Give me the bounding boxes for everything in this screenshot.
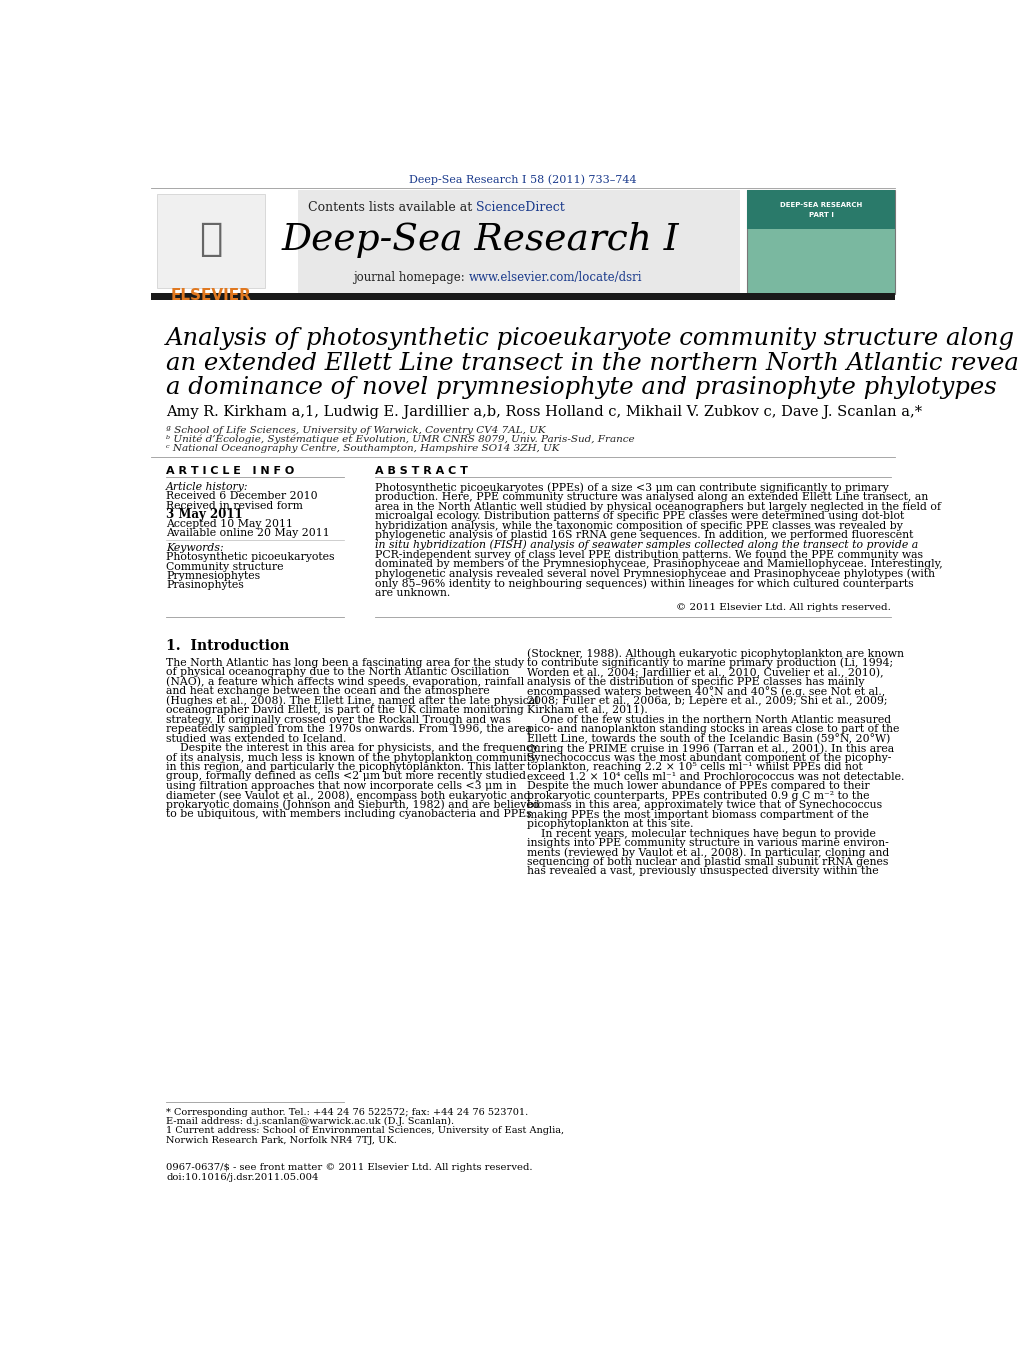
Text: only 85–96% identity to neighbouring sequences) within lineages for which cultur: only 85–96% identity to neighbouring seq…	[375, 578, 913, 588]
Text: phylogenetic analysis revealed several novel Prymnesiophyceae and Prasinophyceae: phylogenetic analysis revealed several n…	[375, 568, 934, 579]
Text: ª School of Life Sciences, University of Warwick, Coventry CV4 7AL, UK: ª School of Life Sciences, University of…	[166, 425, 545, 435]
Text: (Stockner, 1988). Although eukaryotic picophytoplankton are known: (Stockner, 1988). Although eukaryotic pi…	[526, 648, 903, 659]
Text: E-mail address: d.j.scanlan@warwick.ac.uk (D.J. Scanlan).: E-mail address: d.j.scanlan@warwick.ac.u…	[166, 1117, 453, 1127]
Bar	[747, 190, 894, 294]
Text: in situ hybridization (FISH) analysis of seawater samples collected along the tr: in situ hybridization (FISH) analysis of…	[375, 540, 918, 550]
Text: (NAO), a feature which affects wind speeds, evaporation, rainfall: (NAO), a feature which affects wind spee…	[166, 677, 524, 688]
Text: to contribute significantly to marine primary production (Li, 1994;: to contribute significantly to marine pr…	[526, 658, 892, 669]
Text: ᶜ National Oceanography Centre, Southampton, Hampshire SO14 3ZH, UK: ᶜ National Oceanography Centre, Southamp…	[166, 444, 559, 454]
Text: Worden et al., 2004; Jardillier et al., 2010, Cuvelier et al., 2010),: Worden et al., 2004; Jardillier et al., …	[526, 667, 882, 678]
Text: oceanographer David Ellett, is part of the UK climate monitoring: oceanographer David Ellett, is part of t…	[166, 705, 524, 715]
Text: The North Atlantic has long been a fascinating area for the study: The North Atlantic has long been a fasci…	[166, 658, 524, 667]
Bar	[157, 194, 265, 288]
Text: doi:10.1016/j.dsr.2011.05.004: doi:10.1016/j.dsr.2011.05.004	[166, 1173, 319, 1182]
Text: area in the North Atlantic well studied by physical oceanographers but largely n: area in the North Atlantic well studied …	[375, 501, 941, 511]
Text: biomass in this area, approximately twice that of Synechococcus: biomass in this area, approximately twic…	[526, 800, 880, 810]
Text: phylogenetic analysis of plastid 16S rRNA gene sequences. In addition, we perfor: phylogenetic analysis of plastid 16S rRN…	[375, 530, 913, 541]
Text: ments (reviewed by Vaulot et al., 2008). In particular, cloning and: ments (reviewed by Vaulot et al., 2008).…	[526, 847, 888, 858]
Text: strategy. It originally crossed over the Rockall Trough and was: strategy. It originally crossed over the…	[166, 715, 511, 724]
Text: www.elsevier.com/locate/dsri: www.elsevier.com/locate/dsri	[468, 270, 641, 284]
Text: journal homepage:: journal homepage:	[353, 270, 468, 284]
Text: 1.  Introduction: 1. Introduction	[166, 639, 289, 652]
Text: A R T I C L E   I N F O: A R T I C L E I N F O	[166, 466, 294, 476]
Text: Despite the interest in this area for physicists, and the frequency: Despite the interest in this area for ph…	[166, 743, 538, 753]
Text: ELSEVIER: ELSEVIER	[170, 288, 252, 303]
Text: are unknown.: are unknown.	[375, 588, 450, 598]
Text: and heat exchange between the ocean and the atmosphere: and heat exchange between the ocean and …	[166, 686, 489, 696]
Text: Accepted 10 May 2011: Accepted 10 May 2011	[166, 519, 293, 529]
Text: * Corresponding author. Tel.: +44 24 76 522572; fax: +44 24 76 523701.: * Corresponding author. Tel.: +44 24 76 …	[166, 1108, 528, 1117]
Text: diameter (see Vaulot et al., 2008), encompass both eukaryotic and: diameter (see Vaulot et al., 2008), enco…	[166, 790, 530, 800]
Text: Contents lists available at: Contents lists available at	[308, 201, 476, 215]
Text: analysis of the distribution of specific PPE classes has mainly: analysis of the distribution of specific…	[526, 677, 863, 688]
Bar	[747, 190, 894, 228]
Text: 🌲: 🌲	[200, 220, 223, 258]
Text: Article history:: Article history:	[166, 482, 249, 492]
Text: pico- and nanoplankton standing stocks in areas close to part of the: pico- and nanoplankton standing stocks i…	[526, 724, 898, 734]
Text: group, formally defined as cells <2 μm but more recently studied: group, formally defined as cells <2 μm b…	[166, 772, 526, 781]
Bar	[151, 190, 739, 294]
Text: sequencing of both nuclear and plastid small subunit rRNA genes: sequencing of both nuclear and plastid s…	[526, 858, 888, 867]
Text: studied was extended to Iceland.: studied was extended to Iceland.	[166, 734, 346, 743]
Text: to be ubiquitous, with members including cyanobacteria and PPEs: to be ubiquitous, with members including…	[166, 810, 531, 819]
Text: Norwich Research Park, Norfolk NR4 7TJ, UK.: Norwich Research Park, Norfolk NR4 7TJ, …	[166, 1136, 396, 1144]
Bar	[151, 294, 894, 300]
Text: making PPEs the most important biomass compartment of the: making PPEs the most important biomass c…	[526, 810, 867, 819]
Text: of its analysis, much less is known of the phytoplankton community: of its analysis, much less is known of t…	[166, 753, 537, 762]
Text: DEEP-SEA RESEARCH: DEEP-SEA RESEARCH	[780, 202, 861, 208]
Text: hybridization analysis, while the taxonomic composition of specific PPE classes : hybridization analysis, while the taxono…	[375, 520, 903, 531]
Text: A B S T R A C T: A B S T R A C T	[375, 466, 468, 476]
Text: 1 Current address: School of Environmental Sciences, University of East Anglia,: 1 Current address: School of Environment…	[166, 1127, 564, 1136]
Text: Analysis of photosynthetic picoeukaryote community structure along: Analysis of photosynthetic picoeukaryote…	[166, 328, 1014, 351]
Text: PART I: PART I	[808, 212, 833, 217]
Text: prokaryotic domains (Johnson and Sieburth, 1982) and are believed: prokaryotic domains (Johnson and Sieburt…	[166, 799, 539, 810]
Text: Community structure: Community structure	[166, 561, 283, 572]
Text: microalgal ecology. Distribution patterns of specific PPE classes were determine: microalgal ecology. Distribution pattern…	[375, 511, 904, 520]
Text: toplankton, reaching 2.2 × 10⁵ cells ml⁻¹ whilst PPEs did not: toplankton, reaching 2.2 × 10⁵ cells ml⁻…	[526, 762, 861, 772]
Text: during the PRIME cruise in 1996 (Tarran et al., 2001). In this area: during the PRIME cruise in 1996 (Tarran …	[526, 743, 893, 753]
Text: Deep-Sea Research I: Deep-Sea Research I	[281, 222, 679, 258]
Text: Received in revised form: Received in revised form	[166, 500, 303, 511]
Text: Available online 20 May 2011: Available online 20 May 2011	[166, 529, 330, 538]
Text: exceed 1.2 × 10⁴ cells ml⁻¹ and Prochlorococcus was not detectable.: exceed 1.2 × 10⁴ cells ml⁻¹ and Prochlor…	[526, 772, 903, 781]
Text: of physical oceanography due to the North Atlantic Oscillation: of physical oceanography due to the Nort…	[166, 667, 510, 677]
Text: Ellett Line, towards the south of the Icelandic Basin (59°N, 20°W): Ellett Line, towards the south of the Ic…	[526, 734, 890, 745]
Text: prokaryotic counterparts, PPEs contributed 0.9 g C m⁻² to the: prokaryotic counterparts, PPEs contribut…	[526, 791, 868, 800]
Text: ScienceDirect: ScienceDirect	[476, 201, 565, 215]
Text: Keywords:: Keywords:	[166, 544, 223, 553]
Text: Prasinophytes: Prasinophytes	[166, 580, 244, 590]
Text: PCR-independent survey of class level PPE distribution patterns. We found the PP: PCR-independent survey of class level PP…	[375, 549, 922, 560]
Text: a dominance of novel prymnesiophyte and prasinophyte phylotypes: a dominance of novel prymnesiophyte and …	[166, 376, 996, 400]
Text: Prymnesiophytes: Prymnesiophytes	[166, 571, 260, 580]
Text: In recent years, molecular techniques have begun to provide: In recent years, molecular techniques ha…	[526, 829, 874, 839]
Text: dominated by members of the Prymnesiophyceae, Prasinophyceae and Mamiellophyceae: dominated by members of the Prymnesiophy…	[375, 560, 943, 569]
Text: picophytoplankton at this site.: picophytoplankton at this site.	[526, 819, 693, 829]
Text: Kirkham et al., 2011).: Kirkham et al., 2011).	[526, 705, 647, 716]
Text: ᵇ Unité d’Ecologie, Systématique et Evolution, UMR CNRS 8079, Univ. Paris-Sud, F: ᵇ Unité d’Ecologie, Systématique et Evol…	[166, 435, 634, 444]
Bar	[151, 190, 298, 294]
Text: Photosynthetic picoeukaryotes: Photosynthetic picoeukaryotes	[166, 552, 334, 563]
Text: Photosynthetic picoeukaryotes (PPEs) of a size <3 μm can contribute significantl: Photosynthetic picoeukaryotes (PPEs) of …	[375, 482, 889, 492]
Text: repeatedly sampled from the 1970s onwards. From 1996, the area: repeatedly sampled from the 1970s onward…	[166, 724, 532, 734]
Text: Synechococcus was the most abundant component of the picophy-: Synechococcus was the most abundant comp…	[526, 753, 891, 762]
Text: Despite the much lower abundance of PPEs compared to their: Despite the much lower abundance of PPEs…	[526, 781, 868, 791]
Text: One of the few studies in the northern North Atlantic measured: One of the few studies in the northern N…	[526, 715, 890, 724]
Text: Deep-Sea Research I 58 (2011) 733–744: Deep-Sea Research I 58 (2011) 733–744	[409, 175, 636, 185]
Text: using filtration approaches that now incorporate cells <3 μm in: using filtration approaches that now inc…	[166, 781, 517, 791]
Text: an extended Ellett Line transect in the northern North Atlantic reveals: an extended Ellett Line transect in the …	[166, 352, 1019, 375]
Text: 3 May 2011: 3 May 2011	[166, 508, 243, 522]
Text: Amy R. Kirkham a,1, Ludwig E. Jardillier a,b, Ross Holland c, Mikhail V. Zubkov : Amy R. Kirkham a,1, Ludwig E. Jardillier…	[166, 405, 921, 419]
Text: Received 6 December 2010: Received 6 December 2010	[166, 492, 318, 501]
Text: has revealed a vast, previously unsuspected diversity within the: has revealed a vast, previously unsuspec…	[526, 867, 877, 877]
Text: 2008; Fuller et al., 2006a, b; Lepère et al., 2009; Shi et al., 2009;: 2008; Fuller et al., 2006a, b; Lepère et…	[526, 696, 887, 707]
Text: © 2011 Elsevier Ltd. All rights reserved.: © 2011 Elsevier Ltd. All rights reserved…	[676, 603, 890, 612]
Text: production. Here, PPE community structure was analysed along an extended Ellett : production. Here, PPE community structur…	[375, 492, 928, 501]
Text: (Hughes et al., 2008). The Ellett Line, named after the late physical: (Hughes et al., 2008). The Ellett Line, …	[166, 696, 538, 705]
Text: 0967-0637/$ - see front matter © 2011 Elsevier Ltd. All rights reserved.: 0967-0637/$ - see front matter © 2011 El…	[166, 1163, 532, 1173]
Text: in this region, and particularly the picophytoplankton. This latter: in this region, and particularly the pic…	[166, 762, 524, 772]
Text: encompassed waters between 40°N and 40°S (e.g. see Not et al.,: encompassed waters between 40°N and 40°S…	[526, 686, 884, 697]
Text: insights into PPE community structure in various marine environ-: insights into PPE community structure in…	[526, 839, 888, 848]
